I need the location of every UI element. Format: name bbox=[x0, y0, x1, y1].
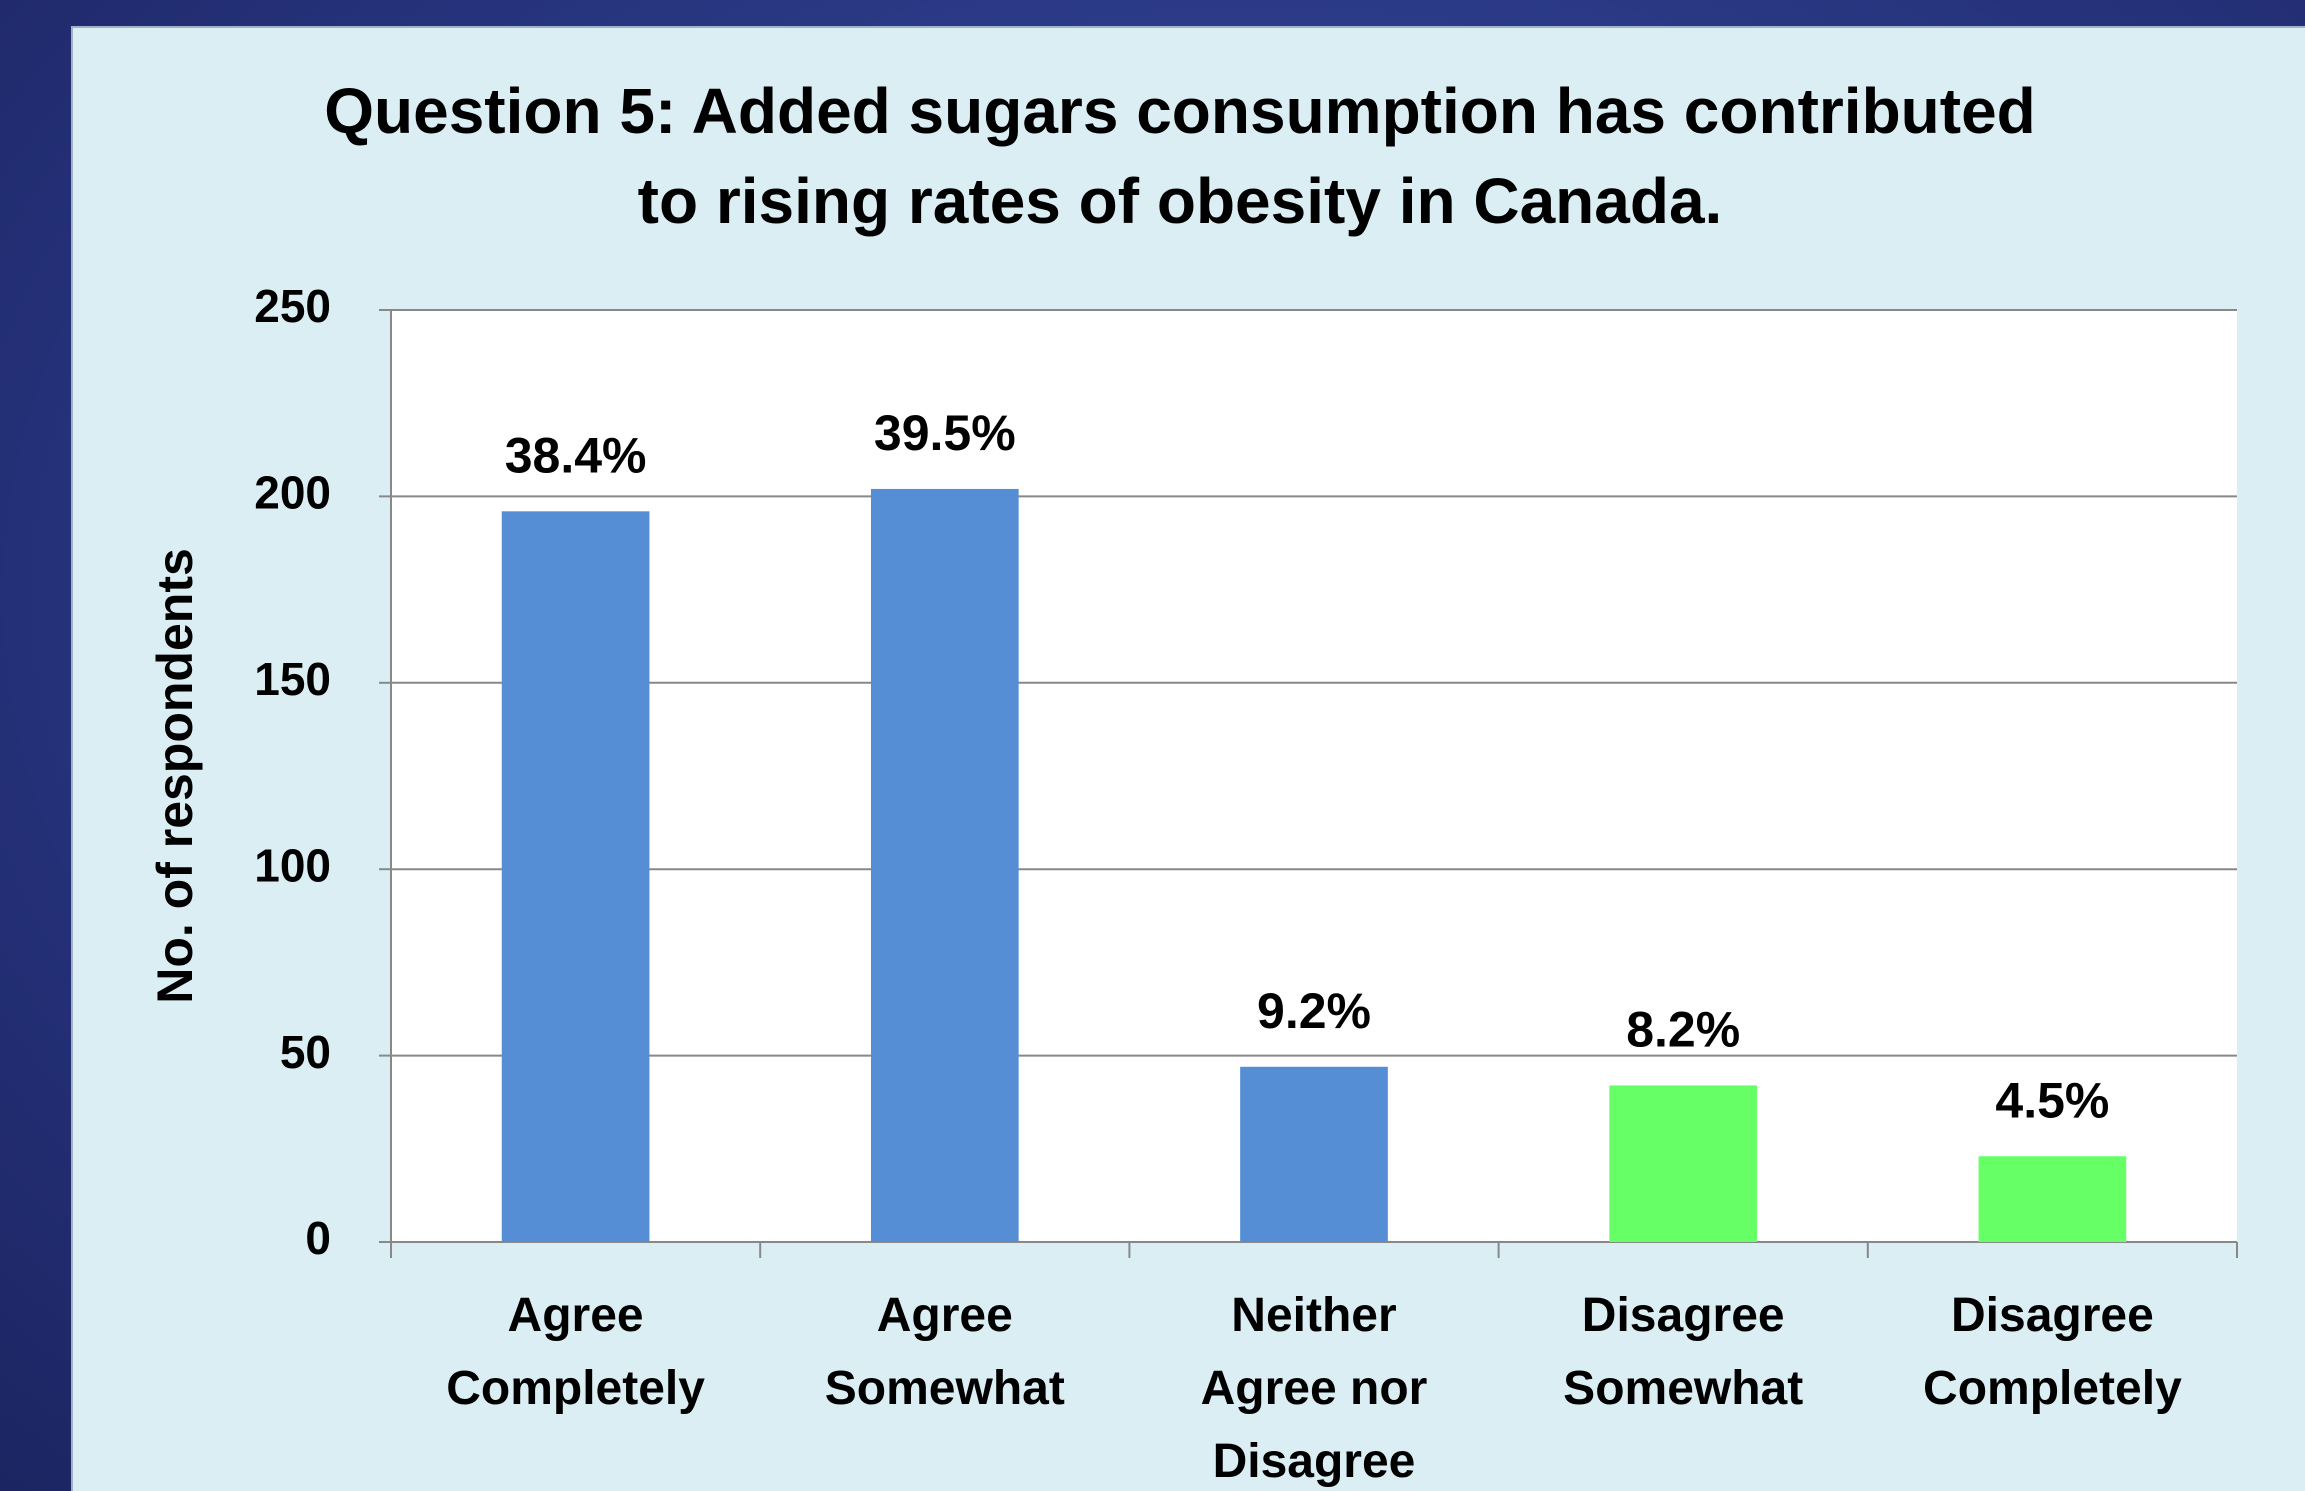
y-tick-label: 250 bbox=[254, 280, 331, 332]
y-tick-label: 150 bbox=[254, 653, 331, 705]
bar bbox=[1240, 1066, 1388, 1242]
data-label: 39.5% bbox=[874, 405, 1016, 461]
bar bbox=[1609, 1085, 1758, 1242]
bar bbox=[1978, 1156, 2127, 1242]
x-tick-label: Neither Agree nor Disagree bbox=[1200, 1289, 1428, 1488]
chart-title: Question 5: Added sugars consumption has… bbox=[324, 75, 2036, 237]
data-label: 8.2% bbox=[1626, 1002, 1740, 1058]
data-label: 4.5% bbox=[1995, 1072, 2109, 1128]
data-label: 9.2% bbox=[1257, 983, 1371, 1039]
y-tick-label: 200 bbox=[254, 467, 331, 519]
x-tick-label: Agree Somewhat bbox=[824, 1289, 1065, 1415]
x-tick-label: Disagree Somewhat bbox=[1563, 1289, 1804, 1415]
x-tick-label: Disagree Completely bbox=[1923, 1289, 2182, 1415]
x-tick-label: Agree Completely bbox=[446, 1289, 705, 1415]
y-tick-label: 50 bbox=[280, 1026, 331, 1078]
bar bbox=[501, 511, 650, 1242]
data-label: 38.4% bbox=[505, 428, 647, 484]
y-tick-label: 100 bbox=[254, 839, 331, 891]
y-axis-label: No. of respondents bbox=[147, 548, 203, 1004]
bar bbox=[870, 488, 1019, 1243]
y-tick-label: 0 bbox=[305, 1212, 331, 1264]
